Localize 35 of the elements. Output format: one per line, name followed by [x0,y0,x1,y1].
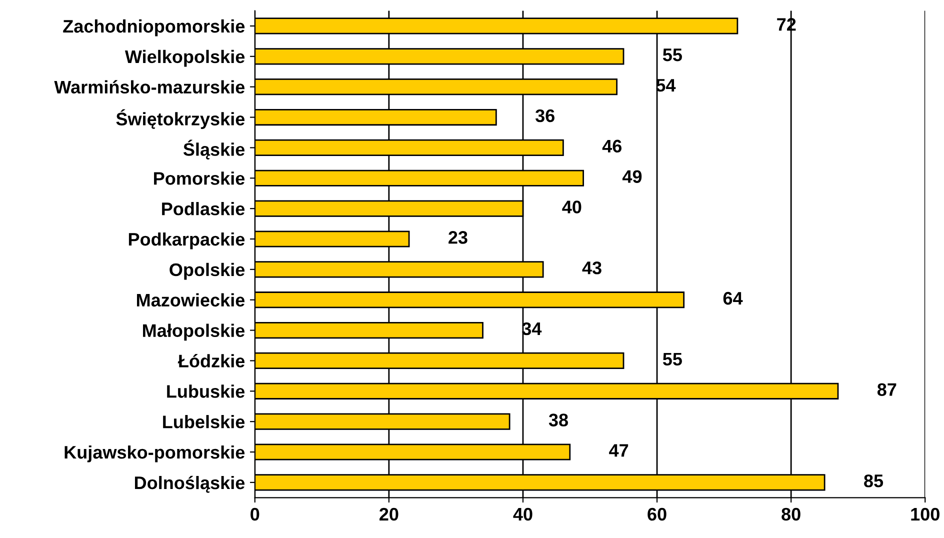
y-tick-label: Opolskie [170,262,245,280]
x-tick-label: 60 [648,508,666,521]
y-tick-label: Wielkopolskie [124,50,245,67]
data-label: 85 [864,474,884,488]
y-tick-label: Zachodniopomorskie [63,19,245,36]
y-tick-label: Pomorskie [154,172,245,185]
y-tick-label: Podkarpackie [128,232,245,250]
data-label: 55 [662,48,682,62]
data-label: 43 [582,261,602,274]
y-tick-label: Dolnośląskie [134,476,245,493]
x-tick-label: 100 [911,508,940,521]
y-tick-label: Mazowieckie [136,293,245,307]
y-tick-label: Świętokrzyskie [116,109,245,130]
data-label: 40 [562,200,582,214]
x-tick-label: 40 [513,508,532,521]
y-tick-label: Lubelskie [163,415,245,428]
data-label: 87 [877,383,896,396]
y-tick-label: Śląskie [183,140,245,160]
y-tick-label: Warmińsko-mazurskie [54,80,245,94]
data-label: 47 [609,444,628,457]
data-label: 46 [602,140,622,153]
data-label: 49 [622,170,642,183]
y-tick-label: Łódzkie [178,354,245,368]
y-tick-label: Lubuskie [167,384,245,398]
x-tick-label: 80 [782,508,800,521]
x-tick-label: 0 [250,508,260,521]
y-tick-label: Podlaskie [162,202,245,216]
data-label: 55 [662,352,682,366]
y-tick-label: Małopolskie [143,324,245,341]
data-label: 36 [535,109,554,122]
data-label: 38 [548,414,568,426]
data-label: 23 [448,231,468,244]
data-label: 64 [723,292,743,305]
y-tick-label: Kujawsko-pomorskie [64,445,245,462]
x-tick-label: 20 [380,508,398,521]
